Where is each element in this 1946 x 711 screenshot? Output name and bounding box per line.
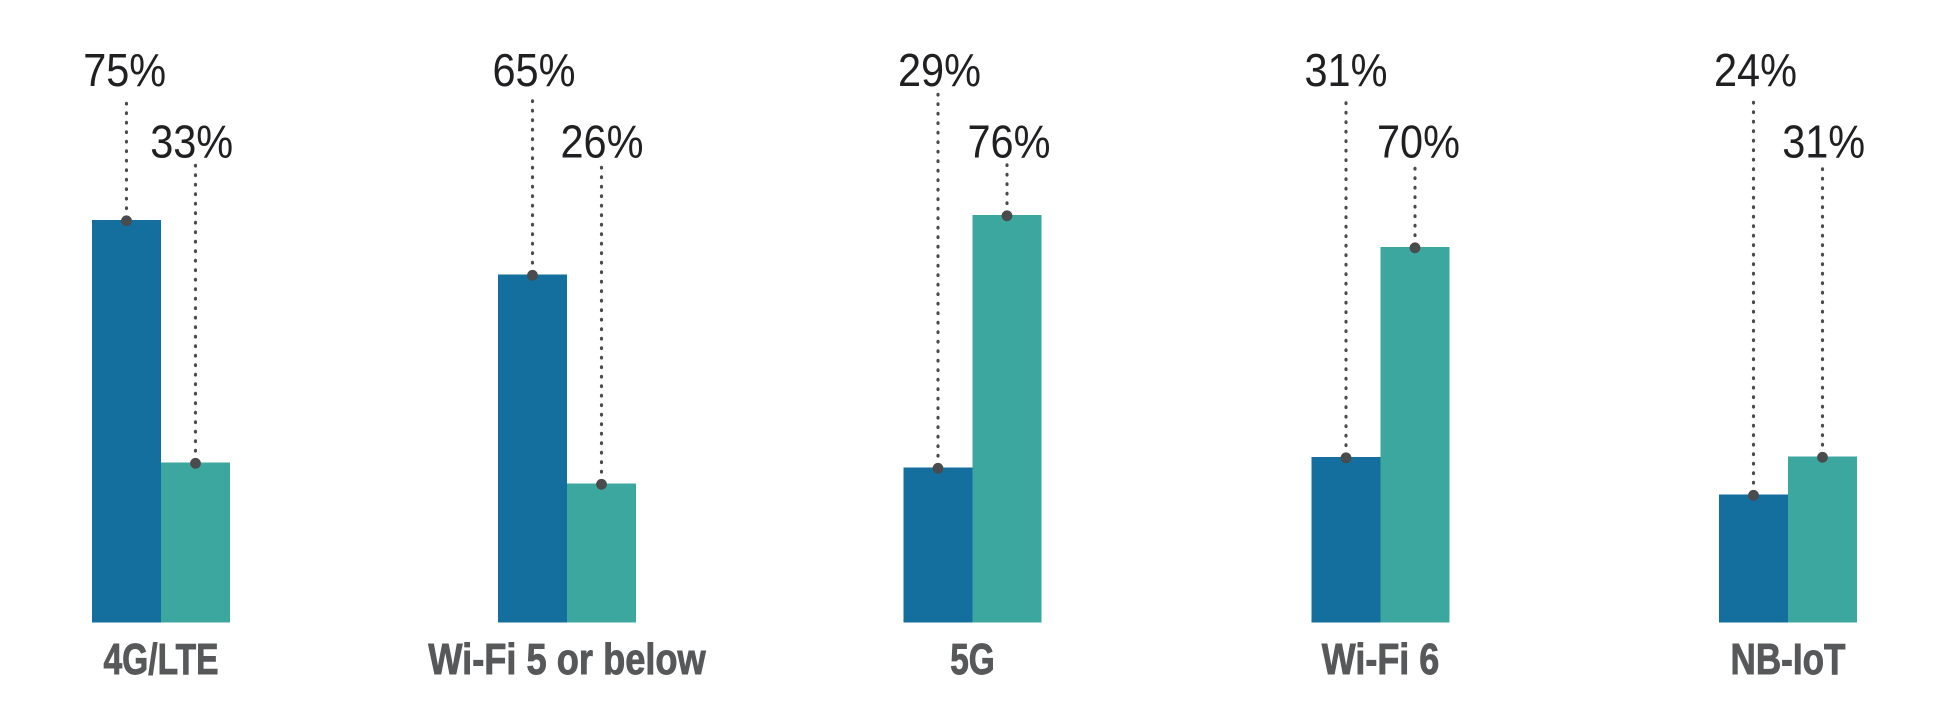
svg-text:65%: 65%	[493, 44, 576, 96]
svg-text:70%: 70%	[1377, 116, 1460, 168]
svg-text:76%: 76%	[968, 116, 1051, 168]
svg-text:4G/LTE: 4G/LTE	[104, 635, 219, 684]
svg-text:29%: 29%	[898, 44, 981, 96]
svg-text:24%: 24%	[1714, 44, 1797, 96]
svg-text:31%: 31%	[1782, 116, 1865, 168]
svg-text:33%: 33%	[150, 116, 233, 168]
svg-text:NB-IoT: NB-IoT	[1731, 635, 1846, 684]
svg-text:31%: 31%	[1305, 44, 1388, 96]
svg-text:Wi-Fi 5 or below: Wi-Fi 5 or below	[428, 635, 706, 684]
svg-text:5G: 5G	[950, 635, 995, 684]
svg-text:26%: 26%	[561, 116, 644, 168]
svg-text:Wi-Fi 6: Wi-Fi 6	[1322, 635, 1440, 684]
svg-text:75%: 75%	[83, 44, 166, 96]
